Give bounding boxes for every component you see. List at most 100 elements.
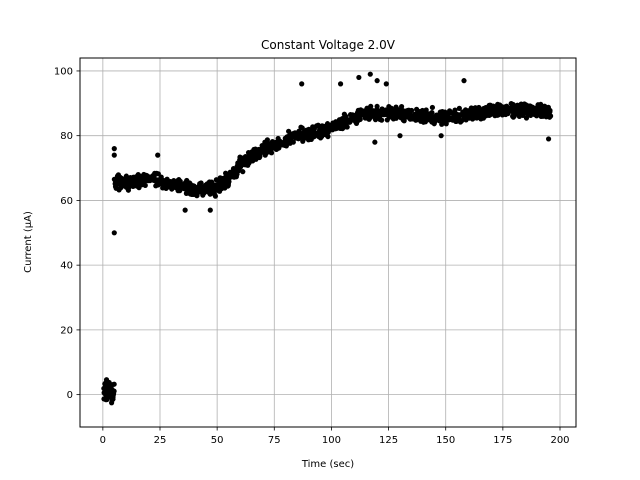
data-point [379, 109, 385, 115]
data-point [491, 104, 497, 110]
data-point [173, 185, 179, 191]
data-point [101, 385, 107, 392]
data-point [324, 128, 330, 134]
x-axis-ticks: 0 25 50 75 100 125 150 175 200 [100, 427, 570, 446]
data-point [258, 149, 265, 156]
data-point [109, 400, 115, 406]
data-point [313, 130, 319, 137]
data-point [538, 113, 544, 119]
data-point [153, 183, 159, 189]
data-point [511, 113, 517, 119]
x-tick-label: 175 [493, 435, 512, 446]
data-point [448, 115, 454, 121]
data-point [310, 125, 316, 131]
data-point [139, 173, 145, 180]
data-point [456, 105, 462, 111]
data-point [197, 185, 203, 191]
data-point [344, 124, 350, 130]
data-point [135, 172, 141, 178]
data-point [224, 175, 230, 182]
y-tick-label: 40 [60, 261, 73, 272]
data-point [160, 181, 166, 188]
data-point [397, 133, 403, 139]
x-tick-label: 125 [379, 435, 398, 446]
data-point [299, 81, 305, 87]
data-point [220, 182, 227, 188]
data-point [182, 207, 188, 213]
data-point [497, 105, 503, 111]
data-point [204, 181, 210, 187]
data-point [247, 155, 253, 161]
data-point [469, 113, 475, 119]
y-tick-label: 100 [54, 66, 73, 77]
data-point [447, 110, 454, 116]
x-tick-label: 200 [550, 435, 569, 446]
data-point [237, 154, 243, 160]
data-point [291, 133, 297, 140]
data-point [212, 193, 219, 199]
x-tick-label: 75 [268, 435, 281, 446]
data-point [184, 177, 190, 184]
x-axis-label: Time (sec) [301, 459, 354, 470]
data-point [273, 139, 279, 145]
data-point [515, 108, 522, 114]
data-point [392, 109, 398, 115]
data-point [486, 112, 492, 119]
data-point [103, 379, 109, 385]
data-point [407, 116, 413, 122]
data-point [276, 145, 282, 151]
data-point [536, 109, 542, 115]
y-axis-label: Current (μA) [23, 211, 34, 273]
data-point [374, 111, 380, 117]
data-point [234, 171, 240, 177]
data-point [399, 114, 405, 120]
data-point [403, 108, 409, 114]
plot-frame [79, 57, 577, 428]
data-point [461, 78, 467, 84]
data-point [215, 187, 221, 193]
data-point [393, 104, 399, 110]
data-point [286, 128, 292, 134]
data-point [305, 137, 312, 143]
data-point [137, 179, 144, 185]
data-point [417, 109, 423, 115]
data-point [206, 186, 212, 192]
data-point [197, 181, 203, 187]
data-point [511, 106, 517, 112]
y-tick-label: 20 [60, 325, 73, 336]
data-point [436, 118, 442, 124]
data-point [547, 113, 553, 119]
data-point [438, 133, 444, 139]
data-point [545, 136, 552, 142]
data-point [155, 152, 161, 158]
data-point [423, 107, 429, 113]
data-point [343, 113, 349, 120]
data-point [300, 131, 306, 137]
data-point [415, 116, 421, 122]
data-point [126, 177, 133, 183]
data-point [453, 118, 459, 124]
data-point [196, 189, 202, 195]
data-point [420, 119, 427, 125]
data-point [474, 115, 480, 121]
data-point [108, 383, 114, 390]
y-tick-label: 0 [67, 390, 73, 401]
data-point [190, 183, 196, 189]
data-point [363, 115, 370, 121]
y-tick-label: 80 [60, 131, 73, 142]
data-point [356, 74, 362, 81]
data-point [463, 117, 469, 123]
data-point [337, 81, 344, 87]
data-point [224, 180, 230, 186]
data-point [341, 120, 348, 127]
x-tick-label: 150 [436, 435, 455, 446]
data-point [178, 184, 184, 190]
data-point [254, 150, 260, 156]
data-point [364, 105, 370, 111]
data-point [169, 186, 175, 192]
data-point [443, 121, 449, 127]
data-point [484, 109, 490, 115]
data-point [240, 169, 246, 175]
data-point [130, 174, 137, 180]
data-point [346, 118, 353, 124]
